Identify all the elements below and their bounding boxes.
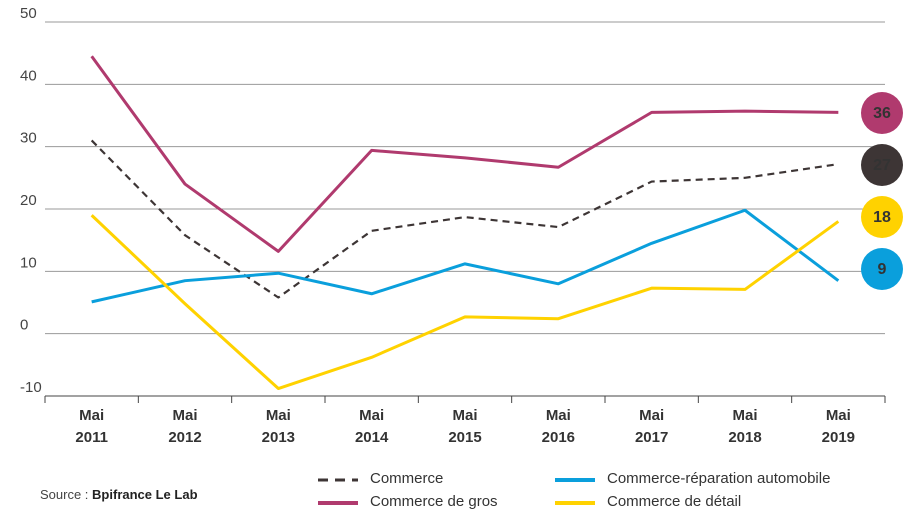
y-tick-label: 10 xyxy=(20,254,37,271)
x-tick-label: Mai 2017 xyxy=(635,407,668,446)
source-name: Bpifrance Le Lab xyxy=(92,487,198,502)
y-tick-label: -10 xyxy=(20,379,42,396)
y-tick-label: 0 xyxy=(20,317,28,334)
series-line xyxy=(90,214,840,391)
y-tick-label: 50 xyxy=(20,5,37,22)
x-tick-label: Mai 2015 xyxy=(448,407,481,446)
legend-label: Commerce-réparation automobile xyxy=(607,470,830,487)
end-badge-label: 9 xyxy=(878,261,887,278)
y-tick-label: 20 xyxy=(20,192,37,209)
x-tick-label: Mai 2019 xyxy=(822,407,855,446)
legend-label: Commerce xyxy=(370,470,443,487)
series-line xyxy=(91,208,840,304)
end-badge-label: 36 xyxy=(873,105,891,122)
legend-label: Commerce de gros xyxy=(370,493,498,510)
source-label: Source : xyxy=(40,487,88,502)
end-badge xyxy=(861,248,903,290)
end-badge-label: 27 xyxy=(873,157,891,174)
end-badge-label: 18 xyxy=(873,209,891,226)
y-tick-label: 30 xyxy=(20,130,37,147)
x-tick-label: Mai 2012 xyxy=(168,407,201,446)
x-tick-label: Mai 2013 xyxy=(262,407,295,446)
x-tick-label: Mai 2016 xyxy=(542,407,575,446)
series-line xyxy=(90,55,839,253)
x-tick-label: Mai 2011 xyxy=(75,407,108,446)
x-tick-label: Mai 2014 xyxy=(355,407,389,446)
source: Source : Bpifrance Le Lab xyxy=(40,487,198,502)
x-tick-label: Mai 2018 xyxy=(728,407,761,446)
end-badge xyxy=(861,196,903,238)
end-badge xyxy=(861,92,903,134)
end-badge xyxy=(861,144,903,186)
series-line xyxy=(90,139,839,299)
legend-label: Commerce de détail xyxy=(607,493,741,510)
y-tick-label: 40 xyxy=(20,67,37,84)
